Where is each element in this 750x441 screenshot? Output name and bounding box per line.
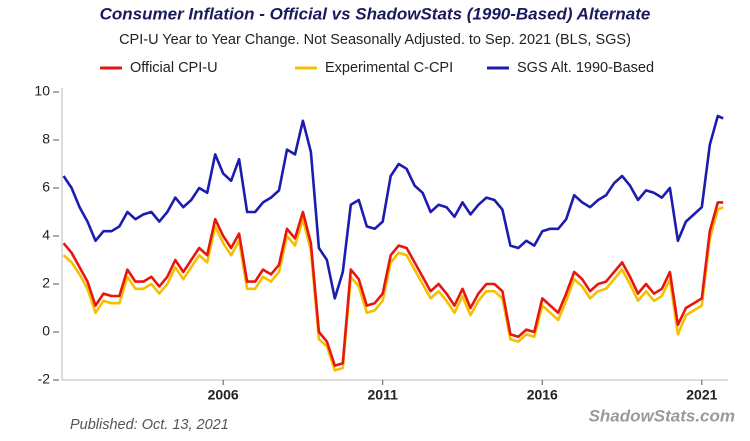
x-tick-label: 2006 [208,387,239,403]
x-tick-label: 2011 [368,387,399,403]
x-tick-label: 2016 [527,387,558,403]
y-tick-label: 0 [42,323,50,339]
legend-label: Official CPI-U [130,60,218,76]
chart-title: Consumer Inflation - Official vs ShadowS… [100,4,651,23]
y-tick-label: 10 [34,83,50,99]
series-line [62,206,724,372]
y-tick-label: 2 [42,275,50,291]
y-tick-label: -2 [38,371,51,387]
y-tick-label: 8 [42,131,50,147]
watermark: ShadowStats.com [589,406,735,425]
legend-label: Experimental C-CPI [325,60,453,76]
legend-label: SGS Alt. 1990-Based [517,60,654,76]
series-line [62,114,724,300]
y-tick-label: 4 [42,227,50,243]
y-tick-label: 6 [42,179,50,195]
series-line [62,201,724,367]
published-note: Published: Oct. 13, 2021 [70,417,229,433]
x-tick-label: 2021 [686,387,717,403]
chart-subtitle: CPI-U Year to Year Change. Not Seasonall… [119,32,631,48]
